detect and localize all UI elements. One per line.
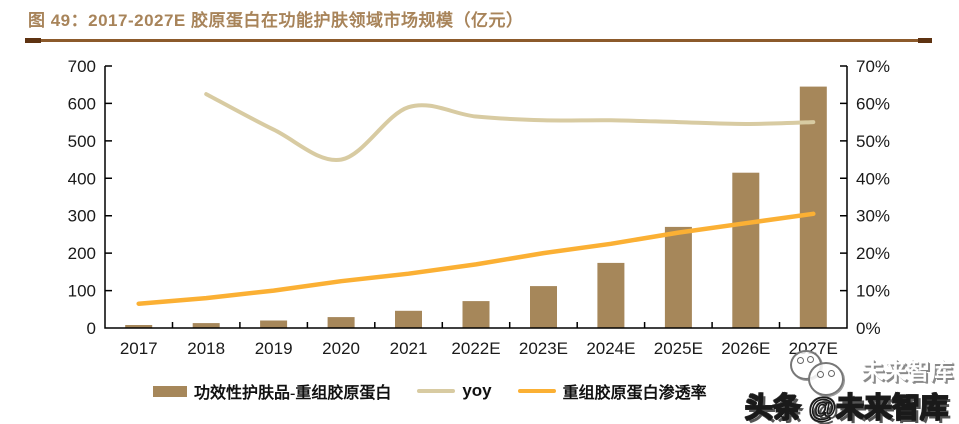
line-series-yoy xyxy=(204,92,816,162)
bar-2017 xyxy=(125,325,153,328)
x-axis-tick-label: 2027E xyxy=(789,339,838,358)
mascot-eye xyxy=(828,370,835,377)
left-axis-tick-label: 300 xyxy=(68,207,96,226)
left-axis-tick-label: 200 xyxy=(68,244,96,263)
divider-right-cap xyxy=(918,38,932,43)
bar-2026E xyxy=(732,172,760,328)
right-axis-tick-label: 50% xyxy=(856,132,890,151)
right-axis-tick-label: 10% xyxy=(856,282,890,301)
mascot-body xyxy=(808,362,844,396)
bar-2024E xyxy=(597,262,625,328)
x-axis-tick-label: 2024E xyxy=(586,339,635,358)
x-axis-tick-label: 2020 xyxy=(322,339,360,358)
line-series-penetration xyxy=(136,211,816,306)
chart-legend: 功效性护肤品-重组胶原蛋白 yoy 重组胶原蛋白渗透率 xyxy=(153,379,707,403)
left-axis-tick-label: 400 xyxy=(68,169,96,188)
title-divider xyxy=(25,38,932,43)
axis-frame xyxy=(104,65,848,329)
bar-2021 xyxy=(395,310,422,328)
legend-item-penetration: 重组胶原蛋白渗透率 xyxy=(517,379,707,403)
right-axis-tick-label: 60% xyxy=(856,94,890,113)
x-axis-tick-label: 2017 xyxy=(120,339,158,358)
x-axis-tick-label: 2023E xyxy=(519,339,568,358)
legend-label-yoy: yoy xyxy=(462,381,492,400)
legend-item-market-size: 功效性护肤品-重组胶原蛋白 xyxy=(153,379,391,403)
bar-2018 xyxy=(192,323,220,328)
bar-2022E xyxy=(462,301,490,328)
bar-2020 xyxy=(327,317,355,328)
x-axis-tick-label: 2025E xyxy=(654,339,703,358)
right-axis-tick-label: 30% xyxy=(856,207,890,226)
right-axis-tick-label: 70% xyxy=(856,57,890,76)
left-axis-tick-label: 600 xyxy=(68,94,96,113)
divider-left-cap xyxy=(25,38,41,43)
legend-item-yoy: yoy xyxy=(417,381,492,401)
left-axis-tick-label: 0 xyxy=(87,319,96,338)
mascot-eye xyxy=(817,371,824,378)
x-axis-tick-label: 2019 xyxy=(255,339,293,358)
x-axis-tick-label: 2022E xyxy=(451,339,500,358)
bar-2019 xyxy=(260,320,288,328)
left-axis-tick-label: 700 xyxy=(68,57,96,76)
combo-chart: 0 100 200 300 400 500 600 700 0% 10% 20% 30% 40% 50% 6… xyxy=(68,57,890,358)
x-axis-tick-label: 2026E xyxy=(721,339,770,358)
right-axis-tick-label: 0% xyxy=(856,319,881,338)
left-axis-tick-label: 100 xyxy=(68,282,96,301)
x-axis-tick-label: 2018 xyxy=(187,339,225,358)
x-axis-tick-label: 2021 xyxy=(390,339,428,358)
line-swatch-icon xyxy=(517,389,556,393)
legend-label-penetration: 重组胶原蛋白渗透率 xyxy=(562,385,707,402)
bar-2027E xyxy=(799,86,827,328)
left-axis-tick-label: 500 xyxy=(68,132,96,151)
legend-label-market-size: 功效性护肤品-重组胶原蛋白 xyxy=(194,385,392,402)
bar-2023E xyxy=(530,286,557,328)
figure-title: 图 49：2017-2027E 胶原蛋白在功能护肤领域市场规模（亿元） xyxy=(28,11,524,30)
bar-2025E xyxy=(664,226,692,328)
line-swatch-icon xyxy=(417,389,456,393)
watermark-main-text: 头条 @未来智库 xyxy=(744,391,949,424)
bar-swatch-icon xyxy=(153,385,187,397)
right-axis-tick-label: 40% xyxy=(856,169,890,188)
right-axis-tick-label: 20% xyxy=(856,244,890,263)
